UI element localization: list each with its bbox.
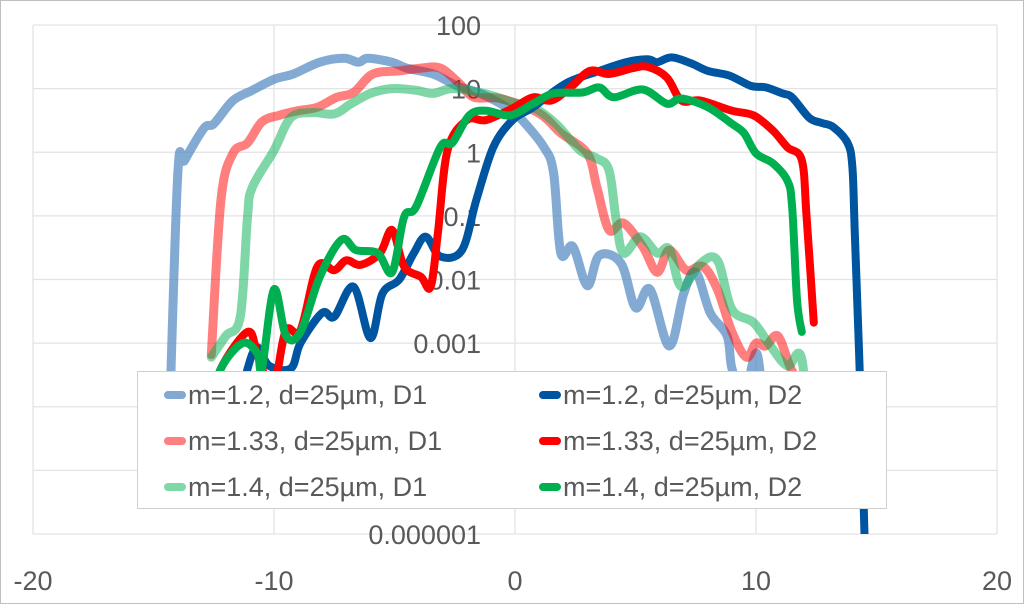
legend-label: m=1.4, d=25µm, D2 bbox=[563, 471, 803, 502]
legend-item-m1.33-d1: m=1.33, d=25µm, D1 bbox=[138, 418, 513, 464]
legend-label: m=1.4, d=25µm, D1 bbox=[188, 471, 428, 502]
legend-swatch bbox=[164, 391, 186, 399]
legend: m=1.2, d=25µm, D1 m=1.2, d=25µm, D2 m=1.… bbox=[137, 371, 887, 509]
y-tick-label: 0.001 bbox=[413, 329, 481, 359]
x-axis-tick-labels: -20 -10 0 10 20 bbox=[13, 566, 1012, 596]
x-tick-label: 20 bbox=[982, 566, 1012, 596]
y-tick-label: 0.000001 bbox=[368, 520, 481, 550]
legend-swatch bbox=[539, 437, 561, 445]
legend-item-m1.4-d2: m=1.4, d=25µm, D2 bbox=[513, 464, 888, 510]
legend-swatch bbox=[539, 391, 561, 399]
legend-item-m1.33-d2: m=1.33, d=25µm, D2 bbox=[513, 418, 888, 464]
legend-item-m1.4-d1: m=1.4, d=25µm, D1 bbox=[138, 464, 513, 510]
legend-label: m=1.33, d=25µm, D2 bbox=[563, 425, 818, 456]
legend-item-m1.2-d2: m=1.2, d=25µm, D2 bbox=[513, 372, 888, 418]
series-lines bbox=[163, 53, 869, 534]
legend-swatch bbox=[164, 437, 186, 445]
legend-label: m=1.2, d=25µm, D2 bbox=[563, 379, 803, 410]
x-tick-label: -20 bbox=[13, 566, 52, 596]
y-tick-label: 1 bbox=[466, 138, 481, 168]
legend-label: m=1.2, d=25µm, D1 bbox=[188, 379, 428, 410]
series-line-2 bbox=[206, 83, 816, 475]
legend-item-m1.2-d1: m=1.2, d=25µm, D1 bbox=[138, 372, 513, 418]
legend-label: m=1.33, d=25µm, D1 bbox=[188, 425, 443, 456]
series-line-5 bbox=[207, 83, 806, 411]
y-tick-label: 100 bbox=[436, 11, 481, 41]
x-tick-label: 10 bbox=[741, 566, 771, 596]
series-line-0 bbox=[163, 53, 814, 475]
legend-swatch bbox=[164, 483, 186, 491]
legend-swatch bbox=[539, 483, 561, 491]
x-tick-label: 0 bbox=[507, 566, 522, 596]
x-tick-label: -10 bbox=[254, 566, 293, 596]
